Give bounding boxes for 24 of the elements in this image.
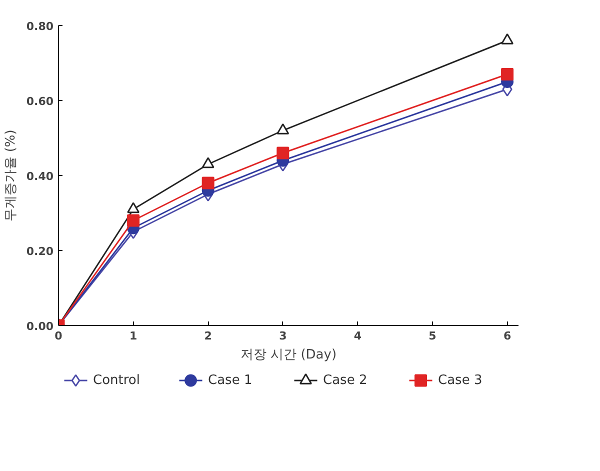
point (127, 202, 140, 214)
y-tick-label: 0.40 (26, 170, 54, 183)
y-tick-label: 0.60 (26, 95, 54, 108)
point (202, 157, 214, 168)
y-tick-label: 0.80 (26, 20, 54, 33)
legend-label: Control (93, 373, 140, 388)
point (276, 146, 290, 160)
x-tick-label: 0 (54, 330, 63, 342)
y-axis-title: 무게증가율 (%) (3, 130, 18, 222)
x-tick-label: 3 (279, 330, 287, 342)
point (202, 176, 214, 190)
point (127, 214, 140, 227)
legend-label: Case 2 (323, 373, 368, 388)
x-tick-label: 6 (503, 330, 512, 342)
x-tick-label: 5 (428, 330, 436, 342)
y-tick-label: 0.20 (26, 245, 54, 258)
legend-label: Case 1 (208, 373, 252, 388)
point (501, 68, 514, 80)
legend-label: Case 3 (438, 373, 482, 388)
x-axis-title: 저장 시간 (Day) (240, 348, 337, 362)
x-tick-label: 4 (354, 330, 362, 342)
y-tick-label: 0.00 (26, 320, 54, 333)
x-tick-label: 2 (204, 330, 212, 342)
x-tick-label: 1 (129, 330, 138, 342)
